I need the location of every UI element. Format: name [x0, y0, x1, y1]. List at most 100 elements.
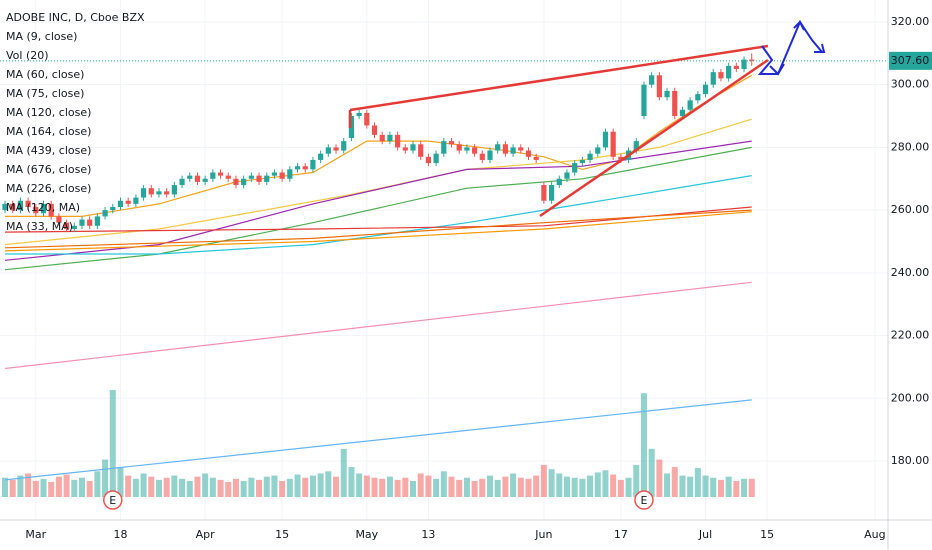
candle-body	[302, 166, 308, 170]
volume-bar	[48, 482, 55, 497]
volume-bar	[702, 475, 709, 497]
candle-body	[17, 200, 24, 211]
legend-entry: MA (676, close)	[6, 163, 91, 176]
volume-bar	[271, 475, 278, 497]
volume-bar	[294, 474, 301, 497]
volume-bar	[179, 478, 186, 497]
candle-body	[702, 84, 709, 95]
candle-body	[487, 150, 493, 160]
volume-bar	[163, 477, 170, 497]
drawings	[348, 19, 826, 218]
candle-body	[148, 188, 154, 195]
legend-entry: MA (120, close)	[6, 106, 91, 119]
ma-line	[4, 281, 752, 370]
candle-body	[672, 90, 678, 117]
candle-body	[348, 116, 355, 138]
x-tick-label: Jul	[698, 528, 712, 541]
earnings-marker	[634, 490, 654, 510]
candle-body	[156, 191, 162, 195]
volume-bar	[209, 477, 216, 497]
candle-body	[48, 203, 54, 217]
candle-body	[464, 147, 470, 151]
volume-bar	[710, 477, 717, 497]
volume-bar	[571, 477, 578, 497]
volume-bar	[687, 476, 694, 497]
candle-body	[410, 144, 416, 151]
candle-body	[171, 185, 177, 195]
candle-body	[287, 169, 293, 179]
volume-bar	[733, 480, 740, 497]
candle-body	[117, 200, 124, 207]
candle-body	[140, 188, 147, 198]
volume-bar	[402, 477, 409, 497]
candle-body	[448, 141, 455, 145]
volume-bar	[610, 474, 617, 497]
x-tick-label: Jun	[534, 528, 552, 541]
ma-line	[4, 146, 752, 271]
legend-entry: MA (33, MA)	[6, 220, 73, 233]
volume-bar	[725, 476, 732, 497]
volume-bar	[32, 480, 39, 497]
candle-body	[2, 203, 8, 211]
legend: ADOBE INC, D, Cboe BZX MA (9, close) Vol (…	[6, 11, 145, 233]
arrow-head	[769, 63, 785, 76]
candle-body	[233, 178, 239, 186]
candle-body	[472, 147, 478, 154]
volume-bar	[132, 478, 139, 497]
candle-body	[33, 206, 39, 214]
volume-bar	[371, 477, 378, 497]
volume-bar	[679, 475, 686, 497]
x-tick-label: 13	[421, 528, 435, 541]
candle-body	[371, 125, 378, 135]
volume-bar	[225, 482, 232, 497]
x-tick-label: Mar	[25, 528, 46, 541]
volume-bar	[286, 478, 293, 497]
volume-bar	[194, 476, 201, 497]
candle-body	[579, 159, 585, 164]
candle-body	[649, 75, 655, 85]
legend-entry: MA (9, close)	[6, 30, 77, 43]
candle-body	[479, 153, 485, 160]
volume-bar	[109, 390, 116, 497]
volume-bar	[717, 479, 724, 497]
candle-body	[387, 134, 393, 142]
volume-bar	[587, 475, 594, 497]
volume-bar	[263, 476, 270, 497]
candle-body	[502, 144, 508, 154]
candle-body	[749, 59, 755, 61]
volume-bar	[40, 478, 47, 497]
y-tick-label: 320.00	[891, 15, 930, 28]
y-tick-label: 200.00	[891, 391, 930, 404]
candle-body	[395, 134, 401, 148]
volume-bar	[202, 473, 209, 497]
volume-bar	[102, 459, 109, 497]
candle-body	[533, 156, 539, 160]
legend-entry: MA (439, close)	[6, 144, 91, 157]
candle-body	[102, 210, 108, 217]
volume-bar	[379, 478, 386, 497]
candle-body	[318, 153, 324, 160]
volume-bar	[433, 478, 440, 497]
candle-body	[294, 166, 301, 170]
volume-bar	[448, 476, 455, 497]
candle-body	[402, 147, 408, 151]
legend-entry: MA (226, close)	[6, 182, 91, 195]
candle-body	[256, 175, 262, 182]
volume-bar	[356, 473, 363, 497]
volume-bar	[741, 478, 748, 497]
volume-bar	[656, 459, 663, 497]
candle-body	[248, 175, 254, 179]
candle-body	[40, 203, 47, 214]
candle-body	[656, 75, 662, 98]
volume-bar	[125, 475, 132, 497]
volume-bar	[325, 471, 332, 497]
candle-body	[541, 185, 547, 201]
volume-bar	[17, 475, 24, 497]
candle-body	[164, 191, 170, 195]
candle-body	[217, 172, 224, 176]
volume-bar	[309, 475, 316, 497]
y-tick-label: 240.00	[891, 266, 930, 279]
candle-body	[602, 131, 609, 148]
